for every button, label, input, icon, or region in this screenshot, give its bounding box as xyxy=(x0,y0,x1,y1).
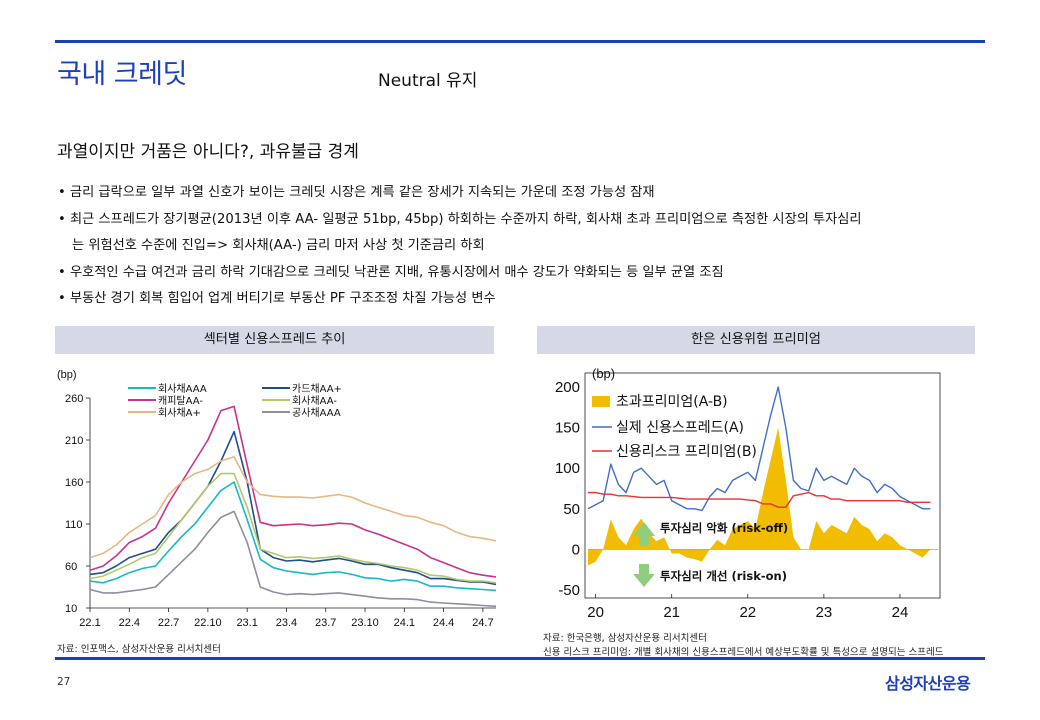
y-tick-label: 50 xyxy=(563,501,580,518)
x-tick-label: 23.7 xyxy=(315,617,336,629)
bullet-item: • 최근 스프레드가 장기평균(2013년 이후 AA- 일평균 51bp, 4… xyxy=(58,211,862,227)
y-tick-label: 200 xyxy=(555,379,580,396)
y-tick-label: 10 xyxy=(65,603,77,615)
legend-label: 신용리스크 프리미엄(B) xyxy=(616,444,757,460)
x-tick-label: 24.4 xyxy=(433,617,454,629)
bullet-item: • 부동산 경기 회복 힘입어 업계 버티기로 부동산 PF 구조조정 차질 가… xyxy=(58,291,496,306)
arrow-down-icon xyxy=(633,564,655,587)
page-title: 국내 크레딧 xyxy=(57,59,187,90)
right-source-note: 자료: 한국은행, 삼성자산운용 리서치센터 xyxy=(543,633,707,644)
legend-label: 회사채AAA xyxy=(158,383,207,395)
legend-label: 회사채A+ xyxy=(158,407,201,419)
series-line xyxy=(89,430,497,586)
annotation-risk-on: 투자심리 개선 (risk-on) xyxy=(660,569,787,583)
x-tick-label: 21 xyxy=(663,604,680,621)
x-tick-label: 22.10 xyxy=(194,617,222,629)
y-unit-label: (bp) xyxy=(592,366,615,381)
headline: 과열이지만 거품은 아니다?, 과유불급 경계 xyxy=(57,142,359,162)
x-tick-label: 22.4 xyxy=(119,617,140,629)
page-number: 27 xyxy=(57,676,71,688)
y-tick-label: 110 xyxy=(65,519,83,531)
x-tick-label: 20 xyxy=(587,604,604,621)
x-tick-label: 23 xyxy=(816,604,833,621)
annotation-risk-off: 투자심리 악화 (risk-off) xyxy=(660,521,788,535)
series-line xyxy=(89,481,497,592)
x-tick-label: 22.1 xyxy=(79,617,100,629)
y-unit-label: (bp) xyxy=(57,369,77,381)
bullet-item: • 금리 급락으로 일부 과열 신호가 보이는 크레딧 시장은 계륵 같은 장세… xyxy=(58,185,655,200)
top-rule xyxy=(55,40,985,43)
series-line xyxy=(89,405,497,578)
y-tick-label: 150 xyxy=(555,420,580,437)
y-tick-label: 160 xyxy=(65,477,83,489)
left-source-note: 자료: 인포맥스, 삼성자산운용 리서치센터 xyxy=(57,644,221,655)
right-chart-heading: 한은 신용위험 프리미엄 xyxy=(537,326,975,354)
bullet-item-continuation: 는 위험선호 수준에 진입=> 회사채(AA-) 금리 마저 사상 첫 기준금리… xyxy=(72,238,485,253)
arrow-up-icon xyxy=(633,522,655,546)
x-tick-label: 22 xyxy=(739,604,756,621)
x-tick-label: 24 xyxy=(892,604,909,621)
x-tick-label: 24.1 xyxy=(394,617,415,629)
plot-frame xyxy=(584,372,941,599)
legend-swatch xyxy=(592,396,610,407)
legend-label: 실제 신용스프레드(A) xyxy=(616,420,744,436)
page-subtitle: Neutral 유지 xyxy=(378,71,478,91)
bottom-rule xyxy=(55,657,985,660)
legend-label: 공사채AAA xyxy=(292,407,341,419)
x-tick-label: 23.4 xyxy=(276,617,297,629)
x-tick-label: 24.7 xyxy=(472,617,493,629)
series-line xyxy=(89,455,497,559)
left-chart-heading: 섹터별 신용스프레드 추이 xyxy=(55,326,494,354)
x-tick-label: 23.1 xyxy=(236,617,257,629)
company-logo: 삼성자산운용 xyxy=(885,674,971,693)
legend-label: 카드채AA+ xyxy=(292,383,342,395)
bullet-item: • 우호적인 수급 여건과 금리 하락 기대감으로 크레딧 낙관론 지배, 유통… xyxy=(58,264,724,280)
legend-label: 캐피탈AA- xyxy=(158,394,203,407)
bullet-list: • 금리 급락으로 일부 과열 신호가 보이는 크레딧 시장은 계륵 같은 장세… xyxy=(58,180,998,313)
series-line xyxy=(587,386,931,512)
y-tick-label: 210 xyxy=(65,435,83,447)
series-line xyxy=(89,510,497,608)
y-tick-label: -50 xyxy=(558,582,580,599)
y-tick-label: 260 xyxy=(65,393,83,405)
legend-label: 초과프리미엄(A-B) xyxy=(616,394,728,410)
legend-label: 회사채AA- xyxy=(292,395,337,407)
series-line xyxy=(588,491,931,508)
y-tick-label: 0 xyxy=(572,541,580,558)
excess-premium-area xyxy=(588,427,931,566)
x-tick-label: 22.7 xyxy=(158,617,179,629)
x-tick-label: 23.10 xyxy=(351,617,379,629)
right-footnote: 신용 리스크 프리미엄: 개별 회사채의 신용스프레드에서 예상부도확률 및 특… xyxy=(543,647,944,658)
y-tick-label: 60 xyxy=(65,561,77,573)
series-line xyxy=(89,472,497,584)
y-tick-label: 100 xyxy=(555,460,580,477)
